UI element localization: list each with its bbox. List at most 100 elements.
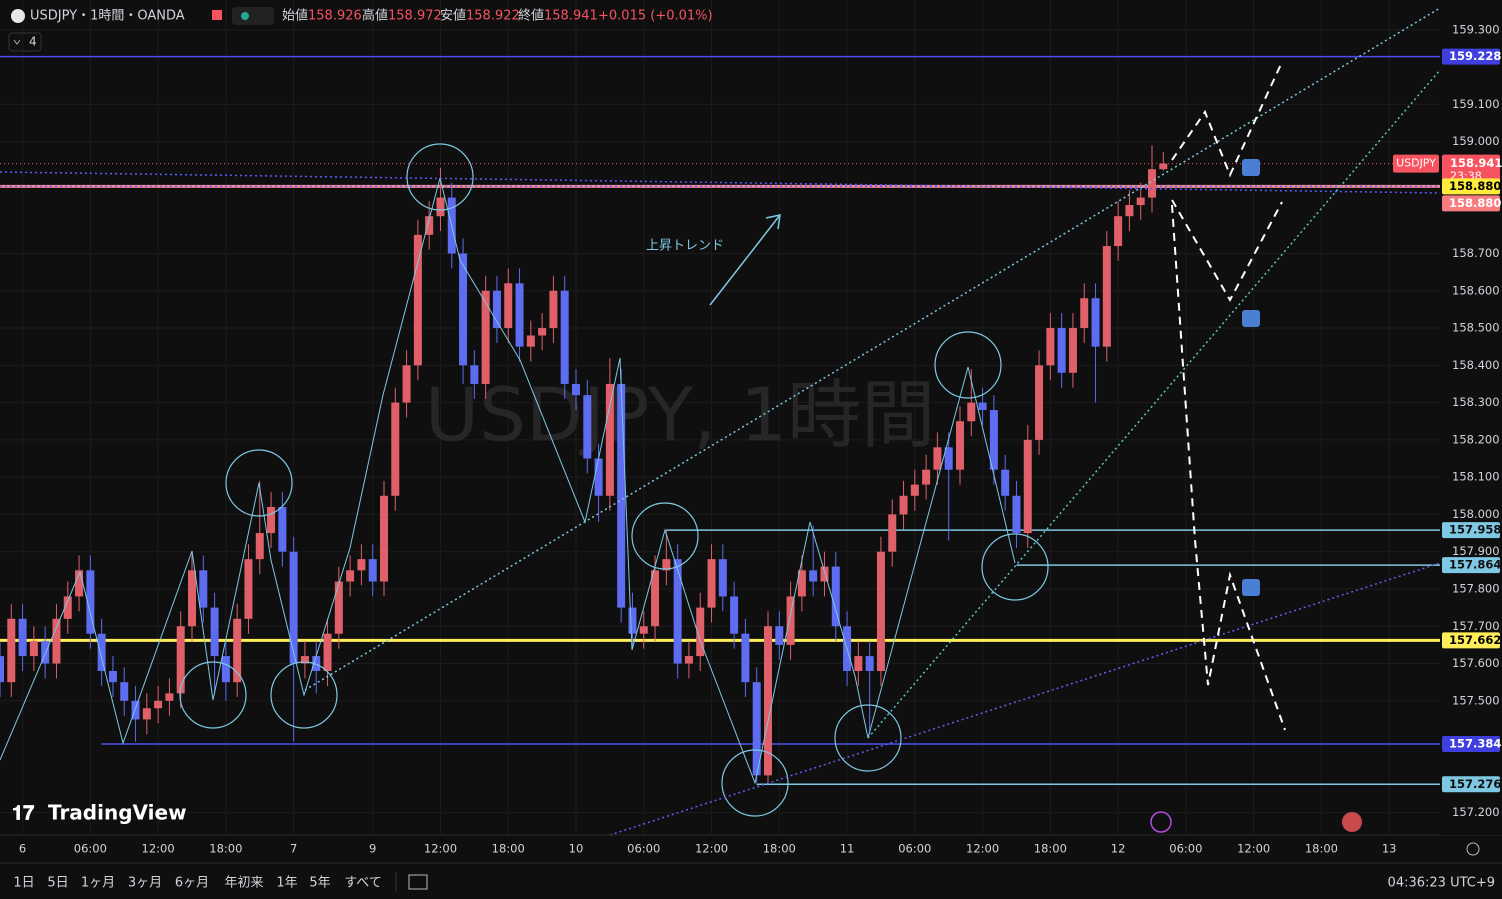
- level-tag: 157.276: [1449, 777, 1501, 791]
- indicator-toggle[interactable]: [8, 32, 42, 52]
- calendar-icon[interactable]: [408, 874, 428, 890]
- y-tick-label: 158.600: [1452, 283, 1500, 297]
- candle-body: [131, 700, 140, 720]
- candles: [0, 145, 1440, 783]
- circle: [631, 502, 699, 570]
- symbol-icon: [11, 9, 25, 23]
- candle-body: [0, 656, 4, 683]
- range-button[interactable]: 3ヶ月: [128, 876, 162, 891]
- low-label: 安値: [440, 8, 466, 24]
- range-button[interactable]: 年初来: [224, 876, 263, 891]
- candle-body: [639, 626, 648, 634]
- candle-body: [583, 395, 592, 459]
- circle: [225, 449, 293, 517]
- circle: [834, 704, 902, 772]
- annotation: 上昇トレンド: [646, 239, 724, 254]
- x-tick-label: 18:00: [1305, 842, 1338, 856]
- candle-body: [470, 365, 479, 384]
- x-tick-label: 06:00: [1169, 842, 1202, 856]
- y-tick-label: 157.200: [1452, 805, 1500, 819]
- candle-body: [18, 618, 27, 657]
- candle-body: [459, 253, 468, 366]
- projection: [1171, 199, 1283, 303]
- y-tick-label: 158.100: [1452, 470, 1500, 484]
- candle-body: [255, 533, 264, 560]
- x-tick-label: 12:00: [142, 842, 175, 856]
- toolbar: 04:36:23 UTC+9 1日 5日 1ヶ月 3ヶ月 6ヶ月 年初来 1年 5年 すべて: [13, 842, 1495, 892]
- candle-body: [380, 495, 388, 582]
- projection: [1171, 204, 1286, 731]
- level-tag: 159.228: [1449, 49, 1501, 63]
- range-button[interactable]: 1日: [13, 876, 34, 891]
- range-button[interactable]: すべて: [344, 876, 382, 891]
- candle-body: [730, 596, 739, 634]
- level-tag: 157.384: [1449, 737, 1501, 751]
- candle-body: [52, 618, 61, 664]
- x-tick-label: 12:00: [695, 842, 728, 856]
- circle: [981, 533, 1049, 601]
- candle-body: [357, 559, 366, 571]
- candle-body: [289, 551, 298, 664]
- circle: [270, 661, 338, 729]
- y-tick-label: 157.500: [1452, 693, 1500, 707]
- candle-body: [1091, 298, 1100, 347]
- y-tick-label: 158.200: [1452, 432, 1500, 446]
- candle-body: [888, 514, 897, 552]
- circle: [721, 749, 789, 817]
- trend-line: [0, 171, 1441, 194]
- level-tag-box: [1442, 195, 1500, 212]
- candle-body: [1023, 439, 1032, 534]
- settings-icon[interactable]: [1466, 842, 1480, 856]
- candle-body: [651, 570, 660, 627]
- range-button[interactable]: 5年: [309, 876, 330, 891]
- logo: TradingView: [48, 801, 187, 825]
- candle-body: [120, 682, 129, 701]
- symbol-tag: USDJPY: [1396, 157, 1436, 170]
- low-value: 158.922: [466, 9, 520, 24]
- x-tick-label: 12:00: [966, 842, 999, 856]
- candle-body: [684, 656, 693, 664]
- candle-body: [1057, 328, 1066, 373]
- price-tag-box: [1442, 154, 1500, 185]
- x-tick-label: 9: [369, 842, 376, 856]
- candle-body: [820, 566, 829, 582]
- close-label: 終値: [518, 8, 544, 24]
- symbol: USDJPY・1時間・OANDA: [30, 9, 185, 24]
- candle-body: [741, 633, 750, 683]
- candle-body: [199, 570, 208, 608]
- level-tag: 157.958: [1449, 523, 1501, 537]
- candle-body: [1035, 365, 1044, 440]
- range-button[interactable]: 6ヶ月: [175, 876, 209, 891]
- y-tick-label: 158.700: [1452, 246, 1500, 260]
- range-button[interactable]: 5日: [47, 876, 68, 891]
- trend-arrow: [709, 214, 781, 306]
- candle-body: [1148, 169, 1156, 198]
- x-tick-label: 18:00: [1034, 842, 1067, 856]
- candle-body: [673, 559, 682, 664]
- x-tick-label: 06:00: [627, 842, 660, 856]
- logo-mark: 𝟏𝟕: [12, 801, 34, 825]
- open-label: 始値: [282, 8, 308, 24]
- x-tick-label: 10: [569, 842, 584, 856]
- candle-body: [97, 633, 106, 671]
- x-tick-label: 12:00: [424, 842, 457, 856]
- level-tag-box: [1442, 48, 1500, 65]
- candle-body: [933, 447, 942, 470]
- candle-body: [910, 484, 919, 496]
- range-button[interactable]: 1ヶ月: [81, 876, 115, 891]
- candle-body: [492, 290, 501, 329]
- range-button[interactable]: 1年: [276, 876, 297, 891]
- candle-body: [854, 656, 863, 671]
- status-dot: [241, 12, 249, 20]
- candle-body: [29, 641, 38, 657]
- x-tick-label: 12:00: [1237, 842, 1270, 856]
- candle-body: [538, 328, 547, 336]
- y-tick-label: 158.500: [1452, 321, 1500, 335]
- candle-body: [594, 458, 603, 496]
- candle-body: [809, 570, 818, 582]
- x-tick-label: 13: [1382, 842, 1397, 856]
- candle-body: [718, 559, 727, 597]
- trend-line: [304, 7, 1441, 691]
- indicator-count[interactable]: 4: [29, 35, 37, 49]
- close-value: 158.941: [544, 9, 598, 24]
